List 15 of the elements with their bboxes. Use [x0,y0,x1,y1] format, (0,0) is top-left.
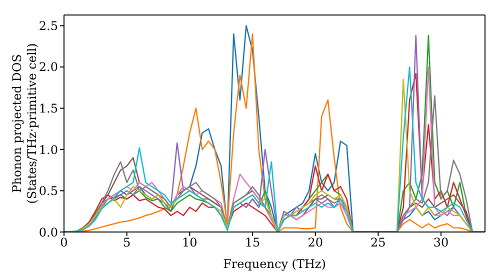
x-tick-label: 15 [244,236,260,250]
x-tick-label: 30 [433,236,449,250]
x-tick-label: 25 [370,236,386,250]
y-tick-label: 2.5 [38,18,58,33]
x-tick-label: 20 [308,236,323,250]
y-tick-label: 1.0 [38,142,58,157]
y-tick-label: 0.0 [38,225,58,240]
x-tick-label: 10 [182,236,198,250]
x-axis-title: Frequency (THz) [223,257,326,271]
x-tick-label: 0 [60,236,68,250]
x-tick-label: 5 [123,236,131,250]
y-tick-label: 1.5 [38,101,58,116]
y-axis-title: Phonon projected DOS (States/THz·primitive cell) [10,43,39,204]
y-tick-label: 0.5 [38,184,58,198]
y-tick-label: 2.0 [38,60,58,74]
